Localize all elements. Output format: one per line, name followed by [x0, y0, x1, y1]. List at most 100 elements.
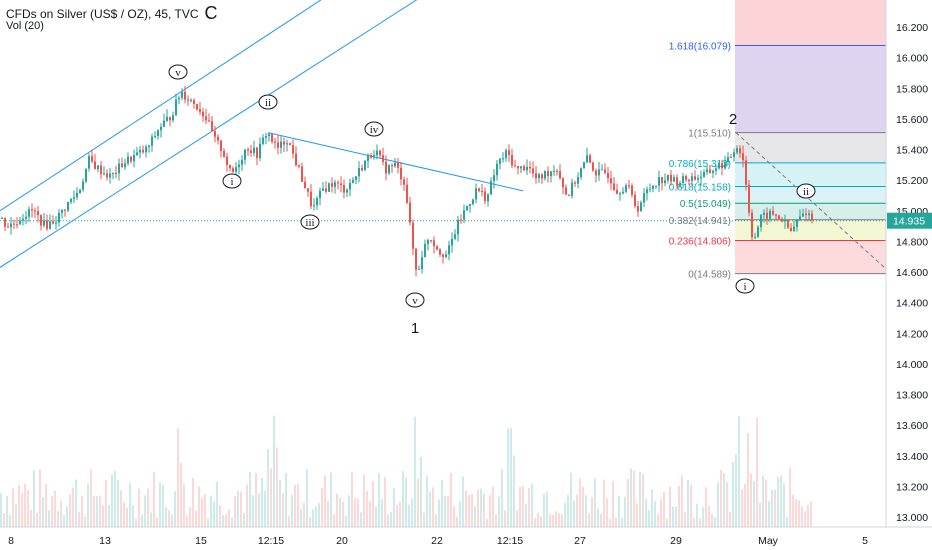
y-tick-label: 13.800 [896, 390, 928, 402]
candle-body [718, 162, 720, 169]
candle-body [298, 165, 300, 167]
candle-body [640, 202, 642, 212]
fib-zone-6 [735, 219, 886, 241]
volume-bar [504, 510, 506, 527]
candle-body [61, 209, 63, 213]
volume-bar [168, 510, 170, 527]
candle-body [307, 188, 309, 192]
candle-body [763, 212, 765, 215]
volume-bar [243, 512, 245, 527]
volume-bar [102, 505, 104, 527]
volume-bar [588, 513, 590, 527]
volume-bar [489, 495, 491, 527]
volume-bar [288, 516, 290, 527]
volume-bar [699, 518, 701, 527]
volume-bar [120, 490, 122, 527]
candle-body [160, 126, 162, 131]
volume-bar [363, 474, 365, 527]
candle-body [310, 191, 312, 207]
volume-bar [36, 512, 38, 527]
volume-bar [609, 518, 611, 527]
volume-bar [24, 484, 26, 527]
candle-body [142, 149, 144, 153]
candle-body [700, 176, 702, 179]
candle-body [157, 130, 159, 136]
volume-bar [342, 501, 344, 527]
candle-body [214, 131, 216, 137]
candle-body [616, 189, 618, 194]
volume-bar [663, 491, 665, 527]
volume-bar [225, 514, 227, 527]
volume-bar [66, 506, 68, 527]
candle-body [607, 172, 609, 179]
candle-body [295, 153, 297, 166]
candle-body [463, 210, 465, 220]
volume-bar [432, 487, 434, 527]
volume-bar [582, 487, 584, 527]
volume-bar [537, 512, 539, 527]
x-tick-label: 22 [431, 535, 443, 547]
candle-body [661, 177, 663, 184]
volume-indicator-label[interactable]: Vol (20) [6, 20, 44, 32]
volume-bar [165, 507, 167, 527]
wave-label-7: ii [803, 186, 809, 198]
candle-body [772, 210, 774, 215]
volume-bar [285, 473, 287, 527]
volume-bar [264, 490, 266, 527]
candle-body [178, 97, 180, 100]
fib-zone-0 [735, 0, 886, 46]
volume-bar [198, 486, 200, 527]
candle-body [34, 210, 36, 212]
wave-label-circle-4 [300, 214, 320, 230]
volume-bar [615, 517, 617, 527]
wave-label-1: ii [265, 97, 271, 109]
volume-bar [789, 467, 791, 527]
volume-bar [738, 416, 740, 527]
candle-body [175, 99, 177, 116]
candle-body [694, 176, 696, 180]
candle-body [289, 143, 291, 146]
fib-zone-1 [735, 45, 886, 133]
volume-bar [543, 493, 545, 527]
candle-body [334, 182, 336, 187]
candle-body [268, 133, 270, 136]
candle-body [187, 99, 189, 101]
candle-body [370, 155, 372, 158]
volume-bar [507, 428, 509, 527]
candle-body [637, 206, 639, 212]
volume-bar [201, 498, 203, 527]
candle-body [544, 171, 546, 179]
time-axis[interactable]: 8 13 15 12:15 20 22 12:15 27 29 May 5 [0, 526, 932, 547]
candle-body [520, 166, 522, 169]
candle-body [760, 214, 762, 228]
wave-number-0: 1 [411, 320, 419, 337]
candle-body [475, 188, 477, 200]
fibonacci-retracement[interactable]: 1.618(16.079) 1(15.510) 0.786(15.313) 0.618… [669, 0, 886, 281]
candle-body [49, 221, 51, 229]
candle-body [364, 160, 366, 171]
volume-bar [105, 480, 107, 527]
price-axis[interactable]: 16.20016.00015.80015.60015.40015.20015.0… [885, 0, 932, 527]
volume-bar [462, 476, 464, 527]
candle-body [394, 162, 396, 167]
y-tick-label: 14.000 [896, 359, 928, 371]
volume-bar [435, 514, 437, 527]
volume-bar [447, 496, 449, 527]
candle-body [259, 143, 261, 159]
wave-number-1: 2 [729, 111, 737, 128]
candle-body [346, 189, 348, 193]
symbol-header[interactable]: CFDs on Silver (US$ / OZ), 45, TVC C [6, 3, 218, 24]
volume-bar [369, 501, 371, 527]
last-price-badge [887, 212, 932, 229]
candle-body [589, 155, 591, 163]
candle-body [598, 169, 600, 176]
volume-bar [327, 501, 329, 527]
volume-bar [387, 514, 389, 527]
volume-bar [498, 496, 500, 527]
volume-bar [594, 478, 596, 527]
trend-lines[interactable] [0, 0, 887, 270]
volume-bar [681, 475, 683, 527]
volume-bar [591, 497, 593, 527]
